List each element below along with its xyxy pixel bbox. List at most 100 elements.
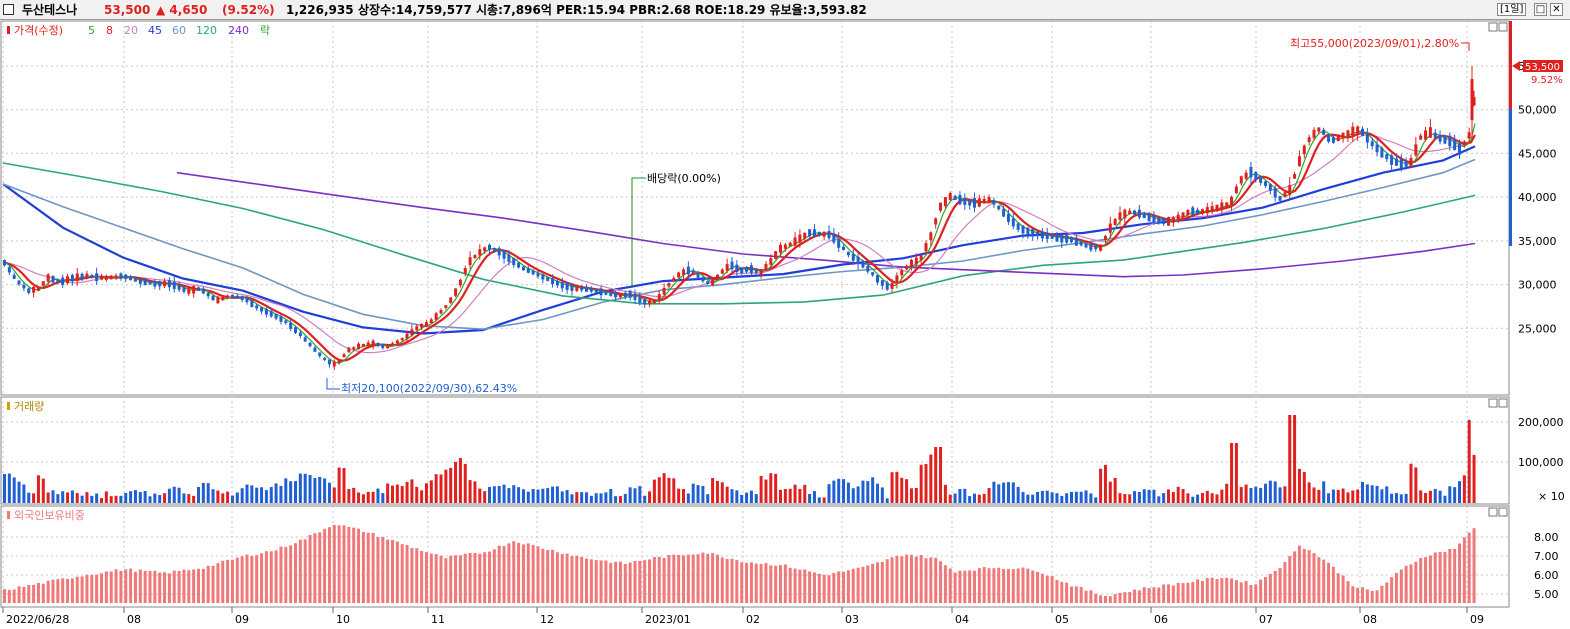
candle-body: [929, 232, 933, 241]
foreign-ratio-bar: [512, 541, 516, 603]
volume-bar: [463, 463, 467, 503]
close-icon[interactable]: ✕: [1550, 3, 1563, 16]
candle-body: [1375, 144, 1379, 153]
foreign-ratio-bar: [1375, 590, 1379, 603]
foreign-ratio-bar: [1327, 562, 1331, 603]
foreign-ratio-bar: [817, 573, 821, 603]
foreign-ratio-bar: [1036, 572, 1040, 603]
foreign-ratio-bar: [250, 555, 254, 603]
foreign-ratio-bar: [788, 567, 792, 603]
volume-bar: [167, 488, 171, 503]
volume-bar: [17, 481, 21, 503]
time-tick-label: 09: [235, 613, 249, 626]
candle-body: [483, 247, 487, 252]
volume-bar: [1070, 491, 1073, 503]
candle-body: [410, 329, 414, 336]
volume-bar: [400, 486, 404, 503]
volume-bar: [914, 487, 918, 503]
volume-bar: [1268, 480, 1272, 503]
foreign-tick-label: 7.00: [1534, 550, 1559, 563]
candle-body: [696, 273, 700, 278]
volume-bar: [837, 478, 841, 503]
volume-bar: [172, 486, 176, 503]
maximize-icon[interactable]: □: [1534, 3, 1547, 16]
volume-bar: [846, 482, 850, 503]
candle-body: [201, 288, 205, 294]
foreign-ratio-bar: [517, 542, 521, 603]
candle-body: [822, 231, 826, 237]
candle-body: [599, 288, 603, 296]
foreign-ratio-bar: [832, 572, 836, 603]
volume-bar: [279, 485, 283, 503]
foreign-ratio-bar: [201, 568, 205, 603]
foreign-ratio-bar: [177, 571, 181, 603]
foreign-ratio-bar: [1341, 575, 1345, 603]
foreign-ratio-bar: [386, 539, 390, 603]
volume-bar: [648, 491, 652, 503]
volume-bar: [512, 485, 516, 503]
foreign-ratio-bar: [555, 552, 559, 603]
time-tick-label: 10: [336, 613, 350, 626]
panel-minimize-icon[interactable]: [1488, 398, 1498, 408]
foreign-ratio-bar: [1254, 584, 1258, 603]
volume-bar: [1462, 475, 1466, 503]
candle-body: [473, 255, 477, 258]
panel-close-icon[interactable]: [1498, 507, 1508, 517]
candle-body: [953, 195, 957, 200]
candle-body: [124, 274, 128, 280]
candle-body: [1205, 207, 1209, 214]
axis-labels: 55,00050,00045,00040,00035,00030,00025,0…: [6, 60, 1565, 626]
volume-bar: [1278, 487, 1282, 503]
foreign-ratio-bar: [604, 560, 608, 603]
foreign-ratio-bar: [711, 553, 715, 603]
foreign-ratio-bar: [774, 565, 778, 603]
candle-body: [172, 281, 176, 289]
volume-bar: [1394, 493, 1398, 503]
candle-body: [939, 202, 943, 211]
period-button[interactable]: [1일]: [1497, 3, 1527, 16]
candle-body: [1171, 217, 1175, 223]
candle-body: [36, 287, 40, 291]
volume-bar: [1152, 489, 1156, 503]
volume-bar: [749, 490, 753, 503]
ma60-line: [2, 158, 1476, 331]
candle-body: [808, 229, 812, 237]
select-checkbox[interactable]: [3, 4, 14, 15]
volume-bar: [269, 487, 273, 503]
foreign-ratio-bar: [526, 543, 530, 603]
foreign-ratio-bar: [822, 574, 826, 603]
candle-body: [1103, 235, 1107, 240]
foreign-ratio-bar: [609, 562, 613, 603]
time-tick-label: 2022/06/28: [6, 613, 69, 626]
candle-body: [565, 282, 569, 291]
foreign-ratio-bar: [1142, 587, 1146, 603]
panel-minimize-icon[interactable]: [1488, 507, 1498, 517]
foreign-ratio-bar: [667, 554, 671, 603]
volume-bar: [250, 485, 254, 503]
candle-body: [1244, 172, 1248, 179]
panel-close-icon[interactable]: [1498, 22, 1508, 32]
volume-bar: [909, 488, 913, 503]
foreign-ratio-bar: [924, 558, 928, 603]
high-annotation: 최고55,000(2023/09/01),2.80%: [1290, 37, 1470, 51]
candle-body: [1365, 133, 1369, 143]
foreign-ratio-bar: [415, 548, 419, 603]
volume-bar: [1414, 467, 1418, 503]
candle-body: [536, 273, 540, 277]
panel-close-icon[interactable]: [1498, 398, 1508, 408]
price-tick-label: 45,000: [1518, 147, 1557, 160]
foreign-ratio-bar: [148, 570, 152, 603]
candle-body: [943, 197, 947, 207]
volume-bar: [260, 487, 264, 503]
volume-bar: [1317, 489, 1321, 503]
candle-body: [1458, 143, 1461, 155]
volume-bar: [628, 487, 632, 503]
candle-body: [968, 200, 972, 206]
candle-body: [1317, 127, 1321, 132]
volume-bar: [255, 487, 259, 503]
foreign-ratio-bar: [235, 557, 239, 603]
foreign-ratio-bar: [1200, 581, 1204, 603]
foreign-ratio-bar: [749, 562, 753, 603]
panel-minimize-icon[interactable]: [1488, 22, 1498, 32]
